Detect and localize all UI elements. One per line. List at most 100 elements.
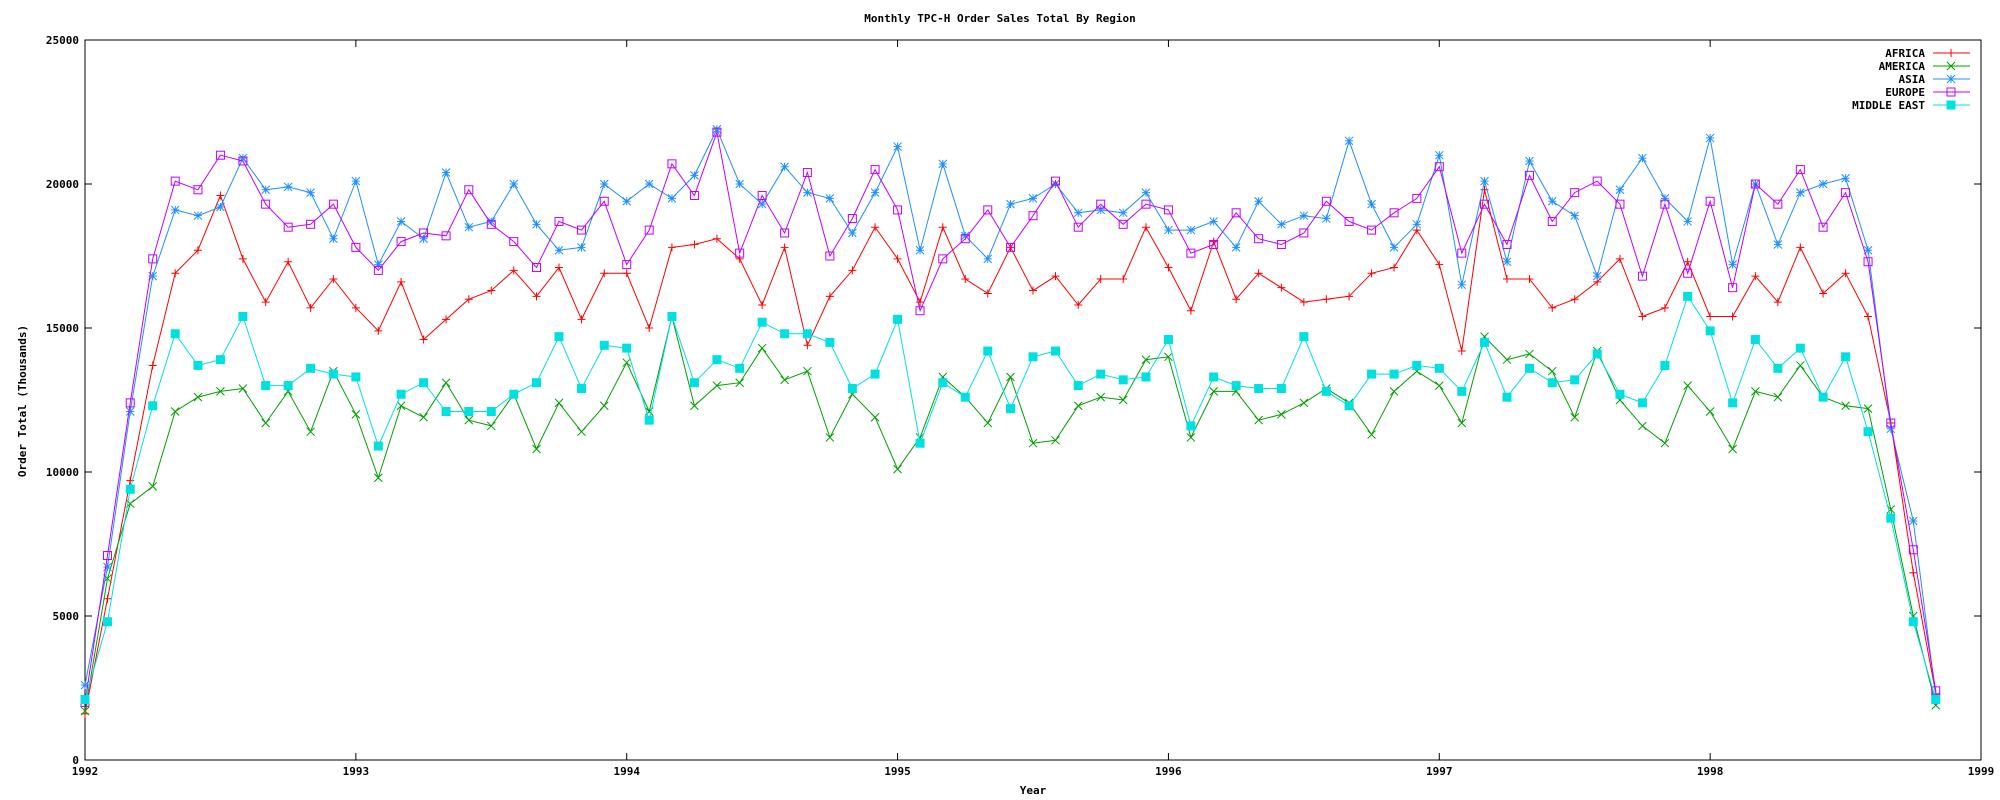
data-point-europe — [1299, 228, 1309, 238]
data-point-africa — [419, 335, 428, 344]
data-point-africa — [1051, 272, 1060, 281]
x-tick-label: 1999 — [1968, 765, 1995, 778]
data-point-africa — [374, 326, 383, 335]
data-point-europe — [1547, 216, 1557, 226]
data-point-asia — [847, 228, 857, 238]
data-point-america — [396, 401, 406, 411]
data-point-america — [1660, 438, 1670, 448]
data-point-asia — [599, 179, 609, 189]
data-point-middle-east — [1299, 332, 1309, 342]
data-point-europe — [576, 225, 586, 235]
data-point-asia — [1051, 179, 1060, 189]
data-point-asia — [238, 153, 248, 163]
data-point-middle-east — [1773, 363, 1783, 373]
data-point-africa — [1615, 254, 1624, 263]
legend-marker-europe — [1946, 87, 1956, 97]
data-point-america — [1073, 401, 1083, 411]
data-point-middle-east — [486, 407, 496, 417]
data-point-europe — [1367, 225, 1377, 235]
data-point-america — [735, 378, 745, 388]
data-point-europe — [1615, 199, 1625, 209]
data-point-europe — [283, 222, 293, 232]
data-point-middle-east — [1660, 360, 1670, 370]
data-point-middle-east — [215, 355, 225, 365]
data-point-africa — [238, 254, 247, 263]
data-point-asia — [464, 222, 474, 232]
data-point-middle-east — [283, 381, 293, 391]
data-point-asia — [825, 194, 835, 203]
data-point-middle-east — [599, 340, 609, 350]
data-point-asia — [915, 245, 925, 255]
data-point-europe — [396, 237, 406, 247]
data-point-europe — [102, 551, 112, 561]
data-point-america — [870, 412, 880, 422]
series-europe — [80, 127, 1941, 707]
data-point-africa — [1299, 298, 1308, 307]
data-point-asia — [1141, 188, 1151, 197]
data-point-america — [599, 401, 609, 411]
data-point-middle-east — [80, 695, 90, 705]
data-point-europe — [1254, 234, 1264, 244]
data-point-asia — [1457, 280, 1467, 290]
y-tick-label: 20000 — [46, 178, 79, 191]
data-point-europe — [1863, 257, 1873, 267]
data-point-africa — [1119, 275, 1128, 284]
data-point-europe — [1096, 199, 1106, 209]
data-point-middle-east — [351, 372, 361, 382]
data-point-africa — [1074, 300, 1083, 309]
data-point-europe — [441, 231, 451, 241]
data-point-middle-east — [1073, 381, 1083, 391]
data-point-africa — [803, 341, 812, 350]
y-tick-label: 0 — [72, 754, 79, 767]
data-point-america — [757, 343, 767, 353]
data-point-asia — [170, 205, 180, 215]
data-point-middle-east — [825, 337, 835, 347]
data-point-asia — [509, 179, 519, 189]
data-point-africa — [261, 298, 270, 307]
data-point-middle-east — [1118, 375, 1128, 385]
series-line-africa — [84, 189, 1937, 714]
data-point-asia — [780, 162, 789, 172]
data-point-asia — [1277, 219, 1286, 229]
data-point-asia — [1547, 196, 1557, 206]
legend-label-europe: EUROPE — [1885, 86, 1925, 99]
data-point-africa — [1277, 283, 1286, 292]
data-point-middle-east — [373, 441, 383, 451]
data-point-middle-east — [1006, 404, 1016, 414]
data-point-middle-east — [870, 369, 880, 379]
data-point-america — [1525, 349, 1534, 359]
data-point-asia — [261, 185, 271, 195]
data-point-america — [148, 482, 158, 491]
data-point-america — [1209, 387, 1219, 396]
x-tick-label: 1996 — [1155, 765, 1182, 778]
data-point-america — [1389, 387, 1399, 396]
data-point-asia — [1660, 194, 1670, 203]
data-point-europe — [1457, 248, 1467, 258]
data-point-asia — [1412, 219, 1422, 229]
data-point-middle-east — [1818, 392, 1828, 402]
data-point-europe — [915, 306, 925, 316]
data-point-america — [532, 444, 541, 454]
data-point-america — [80, 706, 90, 716]
data-point-asia — [757, 199, 767, 209]
series-line-middle-east — [84, 295, 1937, 700]
data-point-america — [1299, 398, 1309, 408]
data-point-europe — [1502, 239, 1512, 249]
data-point-america — [1863, 404, 1873, 413]
x-axis-label: Year — [1020, 784, 1047, 797]
data-point-america — [1457, 418, 1467, 428]
data-point-europe — [1118, 219, 1128, 229]
data-point-middle-east — [509, 389, 519, 399]
data-point-asia — [1502, 257, 1512, 267]
data-point-middle-east — [1863, 427, 1873, 437]
data-point-asia — [1705, 133, 1715, 143]
data-point-asia — [735, 179, 745, 189]
data-point-europe — [419, 228, 429, 238]
data-point-europe — [622, 260, 632, 270]
data-point-asia — [1434, 150, 1444, 160]
data-point-asia — [1118, 208, 1128, 218]
data-point-asia — [1254, 196, 1263, 206]
data-point-africa — [464, 295, 473, 304]
data-point-america — [261, 418, 271, 428]
